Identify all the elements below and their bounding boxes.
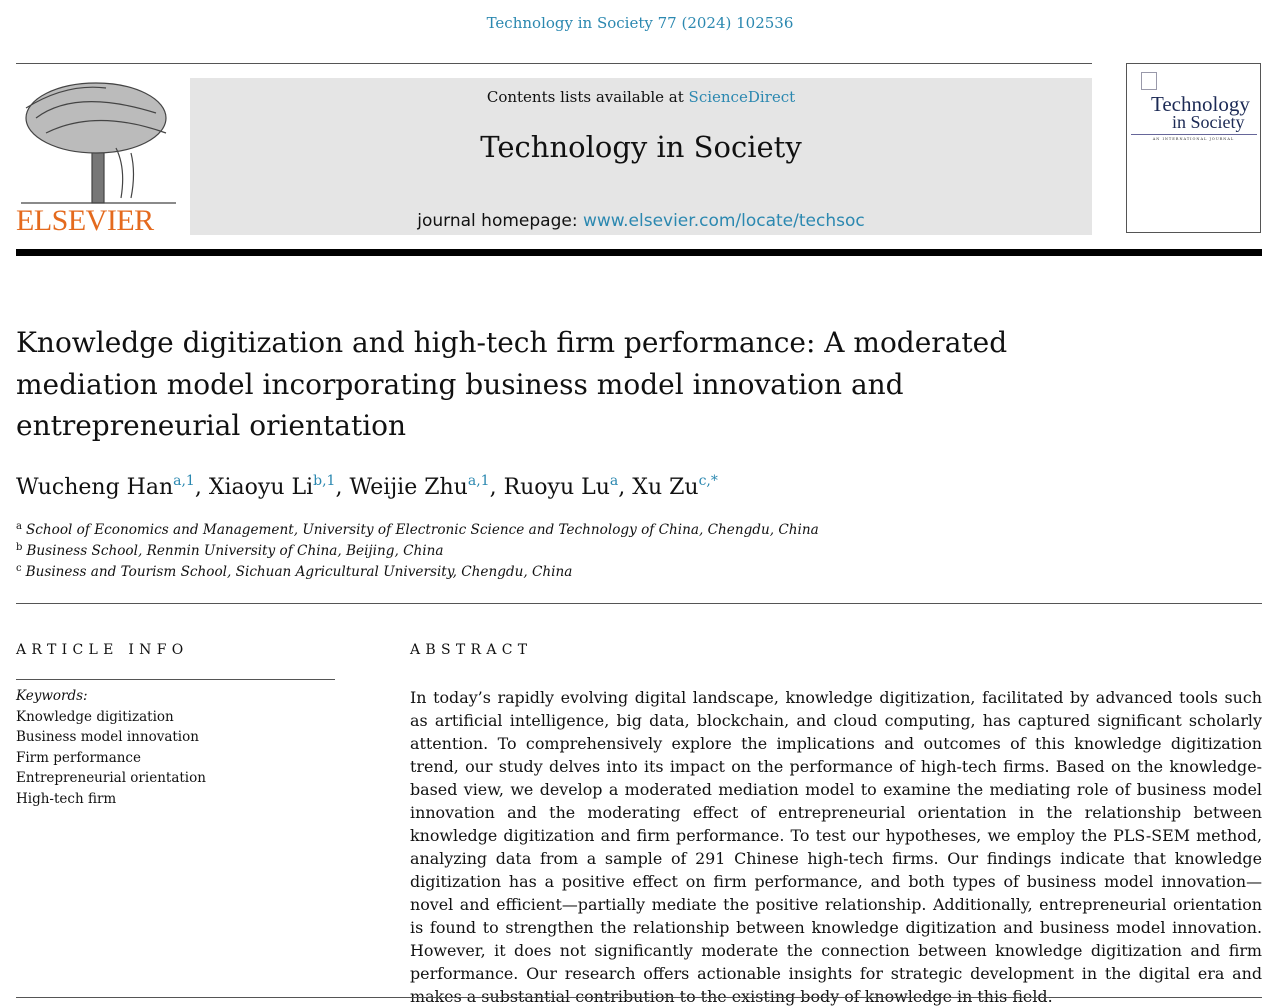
elsevier-wordmark: ELSEVIER — [16, 204, 154, 237]
tree-icon — [21, 82, 176, 204]
divider — [16, 997, 1262, 998]
keywords-label: Keywords: — [16, 688, 88, 704]
author[interactable]: Wucheng Hana,1 — [16, 473, 195, 500]
author[interactable]: Ruoyu Lua — [503, 473, 619, 500]
author-list: Wucheng Hana,1, Xiaoyu Lib,1, Weijie Zhu… — [16, 473, 718, 500]
keyword: Knowledge digitization — [16, 708, 174, 725]
cover-subtitle: AN INTERNATIONAL JOURNAL — [1152, 137, 1235, 141]
header-bar — [16, 249, 1262, 256]
author[interactable]: Xiaoyu Lib,1 — [208, 473, 336, 500]
journal-citation[interactable]: Technology in Society 77 (2024) 102536 — [486, 14, 794, 32]
keywords: Keywords: Knowledge digitization Busines… — [16, 686, 206, 809]
abstract-heading: ABSTRACT — [410, 642, 533, 658]
contents-line: Contents lists available at ScienceDirec… — [190, 88, 1092, 106]
article-title: Knowledge digitization and high-tech fir… — [16, 326, 1008, 442]
journal-cover[interactable]: Technology in Society AN INTERNATIONAL J… — [1126, 63, 1261, 233]
divider — [16, 603, 1262, 604]
affiliation: c Business and Tourism School, Sichuan Ag… — [16, 563, 573, 580]
divider — [16, 63, 1092, 64]
divider — [16, 679, 335, 680]
elsevier-logo: ELSEVIER — [16, 78, 186, 238]
author[interactable]: Xu Zuc,* — [632, 473, 718, 500]
cover-title-line2: in Society — [1172, 112, 1245, 132]
homepage-line: journal homepage: www.elsevier.com/locat… — [190, 211, 1092, 231]
keyword: Firm performance — [16, 749, 141, 766]
cover-title-line1: Technology — [1151, 92, 1250, 116]
author[interactable]: Weijie Zhua,1 — [349, 473, 490, 500]
cover-rule — [1131, 134, 1257, 135]
contents-label: Contents lists available at — [486, 88, 689, 106]
affiliation: b Business School, Renmin University of C… — [16, 542, 444, 559]
journal-banner: Contents lists available at ScienceDirec… — [190, 78, 1092, 235]
homepage-link[interactable]: www.elsevier.com/locate/techsoc — [582, 211, 865, 231]
abstract-text: In today’s rapidly evolving digital land… — [410, 688, 1262, 1006]
sciencedirect-link[interactable]: ScienceDirect — [688, 88, 796, 106]
keyword: Entrepreneurial orientation — [16, 770, 206, 786]
elsevier-mini-icon — [1141, 72, 1157, 90]
affiliation: a School of Economics and Management, Uni… — [16, 521, 819, 538]
keyword: Business model innovation — [16, 729, 199, 745]
homepage-label: journal homepage: — [417, 211, 583, 231]
article-info-heading: ARTICLE INFO — [16, 642, 189, 658]
keyword: High-tech firm — [16, 790, 117, 807]
journal-title: Technology in Society — [480, 130, 802, 164]
